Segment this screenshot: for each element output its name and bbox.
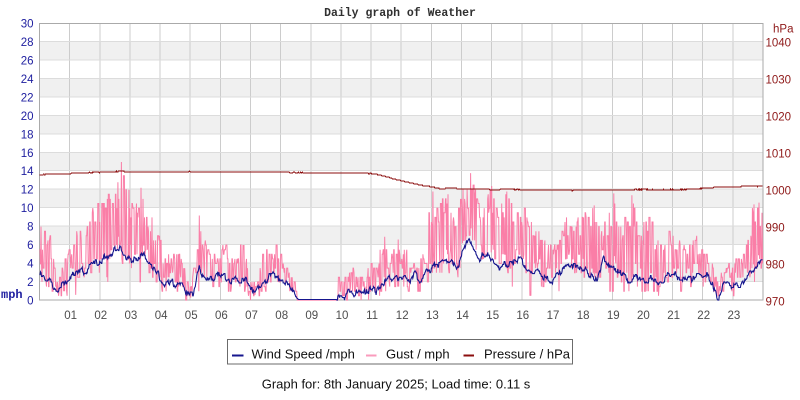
svg-text:Graph for: 8th January 2025; L: Graph for: 8th January 2025; Load time: … bbox=[262, 377, 531, 392]
svg-text:980: 980 bbox=[766, 259, 785, 271]
svg-text:08: 08 bbox=[275, 310, 288, 322]
svg-text:22: 22 bbox=[21, 92, 34, 104]
svg-text:1010: 1010 bbox=[766, 148, 792, 160]
svg-text:22: 22 bbox=[697, 310, 710, 322]
svg-text:0: 0 bbox=[27, 295, 33, 307]
svg-text:6: 6 bbox=[27, 240, 33, 252]
svg-text:18: 18 bbox=[577, 310, 590, 322]
svg-text:14: 14 bbox=[456, 310, 469, 322]
svg-text:20: 20 bbox=[21, 111, 34, 123]
svg-text:07: 07 bbox=[245, 310, 258, 322]
svg-text:990: 990 bbox=[766, 222, 785, 234]
svg-text:16: 16 bbox=[21, 148, 34, 160]
svg-text:2: 2 bbox=[27, 277, 33, 289]
svg-text:06: 06 bbox=[215, 310, 228, 322]
svg-text:12: 12 bbox=[21, 185, 34, 197]
svg-text:17: 17 bbox=[547, 310, 560, 322]
svg-text:4: 4 bbox=[27, 259, 34, 271]
svg-text:18: 18 bbox=[21, 129, 34, 141]
svg-text:1000: 1000 bbox=[766, 185, 792, 197]
svg-text:20: 20 bbox=[637, 310, 650, 322]
svg-text:8: 8 bbox=[27, 222, 33, 234]
svg-text:04: 04 bbox=[155, 310, 168, 322]
svg-text:02: 02 bbox=[94, 310, 107, 322]
svg-text:23: 23 bbox=[728, 310, 741, 322]
svg-text:1020: 1020 bbox=[766, 111, 792, 123]
svg-text:28: 28 bbox=[21, 37, 34, 49]
svg-text:21: 21 bbox=[667, 310, 680, 322]
svg-text:03: 03 bbox=[125, 310, 138, 322]
svg-text:09: 09 bbox=[305, 310, 318, 322]
svg-text:Gust / mph: Gust / mph bbox=[386, 347, 450, 362]
svg-text:11: 11 bbox=[366, 310, 378, 322]
svg-text:14: 14 bbox=[21, 166, 34, 178]
svg-text:15: 15 bbox=[486, 310, 499, 322]
svg-text:12: 12 bbox=[396, 310, 409, 322]
svg-text:24: 24 bbox=[21, 74, 34, 86]
svg-text:19: 19 bbox=[607, 310, 620, 322]
svg-text:13: 13 bbox=[426, 310, 439, 322]
svg-text:Wind Speed /mph: Wind Speed /mph bbox=[252, 347, 355, 362]
svg-text:01: 01 bbox=[64, 310, 77, 322]
svg-text:30: 30 bbox=[21, 19, 34, 31]
svg-text:Pressure / hPa: Pressure / hPa bbox=[484, 347, 571, 362]
svg-text:05: 05 bbox=[185, 310, 198, 322]
svg-text:hPa: hPa bbox=[773, 24, 794, 36]
svg-text:1040: 1040 bbox=[766, 37, 792, 49]
svg-text:1030: 1030 bbox=[766, 74, 792, 86]
svg-text:mph: mph bbox=[1, 288, 23, 302]
svg-text:10: 10 bbox=[336, 310, 349, 322]
svg-text:970: 970 bbox=[766, 296, 785, 308]
svg-text:Daily graph of Weather: Daily graph of Weather bbox=[324, 7, 476, 20]
svg-text:16: 16 bbox=[516, 310, 529, 322]
svg-text:26: 26 bbox=[21, 56, 34, 68]
svg-text:10: 10 bbox=[21, 203, 34, 215]
